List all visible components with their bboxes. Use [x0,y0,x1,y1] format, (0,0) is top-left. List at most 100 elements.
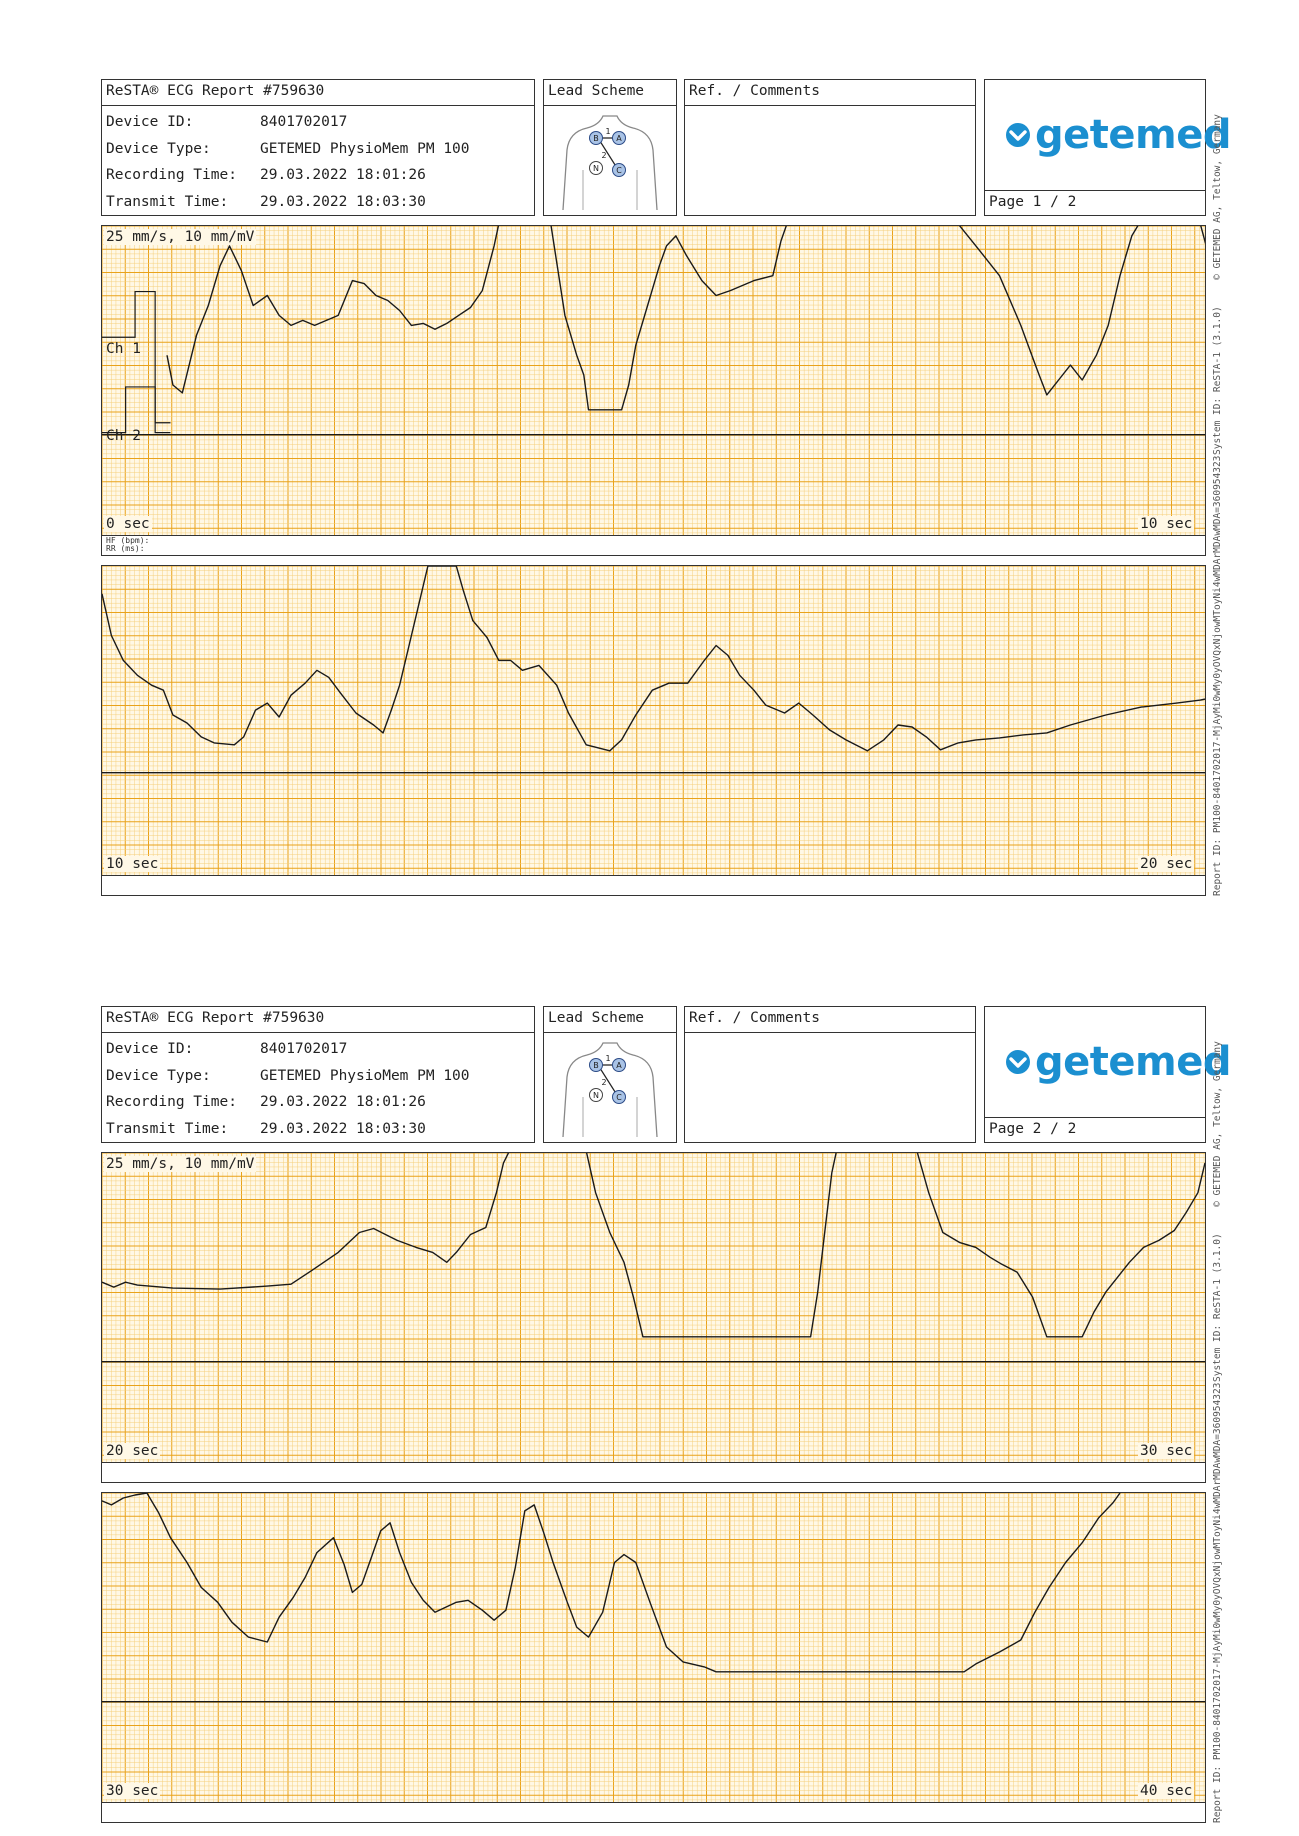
device-id-label: Device ID: [106,1041,194,1057]
recording-time-label: Recording Time: [106,167,237,183]
strip-1-end-time: 30 sec [1138,1443,1195,1459]
comments-label: Ref. / Comments [689,1010,820,1026]
strip-2-end-time: 20 sec [1138,856,1195,872]
electrode-a-icon [612,1058,626,1072]
svg-text:A: A [616,134,622,143]
brand-name: getemed [1035,112,1231,158]
calibration-pulse-ch1 [102,290,171,424]
comments-label: Ref. / Comments [689,83,820,99]
ecg-grid-svg [102,1493,1205,1802]
svg-text:C: C [616,166,622,175]
device-type-value: GETEMED PhysioMem PM 100 [260,1068,470,1084]
device-type-value: GETEMED PhysioMem PM 100 [260,141,470,157]
ecg-grid-svg [102,566,1205,875]
strip-2-footer [101,874,1206,896]
report-title: ReSTA® ECG Report #759630 [106,83,325,99]
report-title: ReSTA® ECG Report #759630 [106,1010,325,1026]
recording-time-value: 29.03.2022 18:01:26 [260,1094,426,1110]
logo-box [984,1006,1206,1143]
ecg-channel-1-trace [102,566,1205,752]
strip-1-start-time: 20 sec [104,1443,161,1459]
transmit-time-label: Transmit Time: [106,194,229,210]
heart-chevron-icon [1006,1050,1030,1074]
electrode-a-icon [612,131,626,145]
svg-text:A: A [616,1061,622,1070]
scale-label: 25 mm/s, 10 mm/mV [104,1156,257,1172]
rr-label: RR (ms): [106,544,145,553]
brand-name: getemed [1035,1039,1231,1085]
svg-text:N: N [593,164,599,173]
strip-2-footer [101,1801,1206,1823]
side-report-id: Report ID: PM100-8401702017-MjAyMi0wMy0y… [1212,455,1223,896]
electrode-c-icon [612,1090,626,1104]
strip-1-start-time: 0 sec [104,516,152,532]
channel-2-label: Ch 2 [106,428,141,444]
comments-box [684,79,976,216]
device-type-label: Device Type: [106,141,211,157]
electrode-c-icon [612,163,626,177]
svg-text:2: 2 [601,151,606,160]
hf-label: HF (bpm): [106,536,150,545]
ecg-channel-1-trace [102,1493,1121,1673]
scale-label: 25 mm/s, 10 mm/mV [104,229,257,245]
lead-scheme-torso-icon: B A N C 1 2 [562,115,658,211]
electrode-n-icon [589,161,603,175]
side-system-id: System ID: ReSTA-1 (3.1.0) [1212,1233,1223,1382]
ecg-channel-1-trace [166,226,1205,411]
svg-text:1: 1 [605,127,610,136]
electrode-b-icon [589,1058,603,1072]
svg-text:C: C [616,1093,622,1102]
calibration-pulse-ch2 [102,386,171,434]
device-id-value: 8401702017 [260,114,348,130]
channel-1-label: Ch 1 [106,341,141,357]
hr-rr-strip [101,534,1206,556]
ecg-strip-20-30 [101,1152,1206,1463]
strip-1-end-time: 10 sec [1138,516,1195,532]
svg-text:2: 2 [601,1078,606,1087]
ecg-grid-svg [102,1153,1205,1462]
side-report-id: Report ID: PM100-8401702017-MjAyMi0wMy0y… [1212,1382,1223,1823]
electrode-b-icon [589,131,603,145]
page-number: Page 1 / 2 [989,194,1077,210]
device-id-value: 8401702017 [260,1041,348,1057]
transmit-time-value: 29.03.2022 18:03:30 [260,1121,426,1137]
svg-text:B: B [593,1061,599,1070]
heart-chevron-icon [1006,123,1030,147]
lead-scheme-label: Lead Scheme [548,1010,645,1026]
report-info-box [101,79,535,216]
strip-2-start-time: 30 sec [104,1783,161,1799]
lead-scheme-box [543,79,677,216]
ecg-strip-10-20 [101,565,1206,876]
ecg-strip-0-10 [101,225,1206,536]
side-system-id: System ID: ReSTA-1 (3.1.0) [1212,306,1223,455]
ecg-channel-1-trace [102,1153,1205,1338]
svg-text:N: N [593,1091,599,1100]
recording-time-value: 29.03.2022 18:01:26 [260,167,426,183]
logo-box [984,79,1206,216]
strip-1-footer [101,1461,1206,1483]
svg-text:1: 1 [605,1054,610,1063]
transmit-time-label: Transmit Time: [106,1121,229,1137]
device-id-label: Device ID: [106,114,194,130]
side-copyright: © GETEMED AG, Teltow, Germany [1212,114,1223,280]
recording-time-label: Recording Time: [106,1094,237,1110]
lead-scheme-torso-icon: B A N C 1 2 [562,1042,658,1138]
brand-logo: getemed [1005,1039,1231,1085]
page-number: Page 2 / 2 [989,1121,1077,1137]
device-type-label: Device Type: [106,1068,211,1084]
brand-logo: getemed [1005,112,1231,158]
report-info-box [101,1006,535,1143]
ecg-grid-svg [102,226,1205,535]
ecg-strip-30-40 [101,1492,1206,1803]
strip-2-end-time: 40 sec [1138,1783,1195,1799]
strip-2-start-time: 10 sec [104,856,161,872]
svg-text:B: B [593,134,599,143]
lead-scheme-label: Lead Scheme [548,83,645,99]
lead-scheme-box [543,1006,677,1143]
report-page-1: ReSTA® ECG Report #759630 Device ID: 840… [101,79,1231,896]
electrode-n-icon [589,1088,603,1102]
side-copyright: © GETEMED AG, Teltow, Germany [1212,1041,1223,1207]
transmit-time-value: 29.03.2022 18:03:30 [260,194,426,210]
report-page-2: ReSTA® ECG Report #759630 Device ID: 840… [0,918,1299,1836]
comments-box [684,1006,976,1143]
